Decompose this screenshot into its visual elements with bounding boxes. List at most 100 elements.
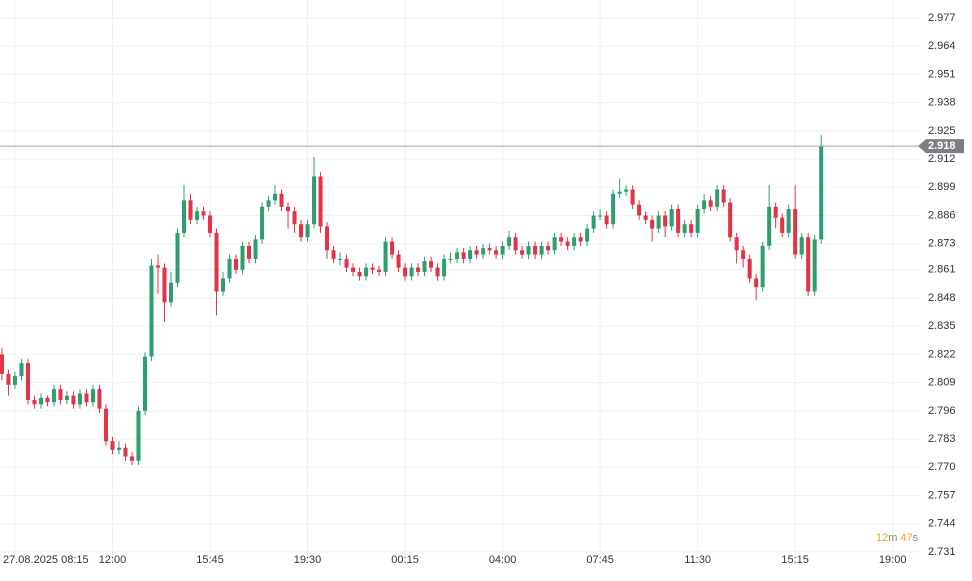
candle-body — [357, 271, 362, 277]
candle-body — [624, 189, 629, 192]
candle-body — [630, 189, 635, 205]
candle-body — [12, 376, 17, 385]
candle-body — [318, 176, 323, 227]
candle-body — [370, 267, 375, 270]
candle-body — [793, 209, 798, 255]
x-tick-label: 12:00 — [99, 554, 127, 566]
candle-body — [168, 282, 174, 303]
candle-body — [38, 397, 43, 405]
y-tick-label: 2.757 — [928, 489, 956, 501]
candle-body — [604, 215, 609, 225]
last-price-label: 2.918 — [928, 140, 956, 152]
candle-body — [383, 241, 388, 272]
candle-body — [286, 206, 291, 212]
y-tick-label: 2.912 — [928, 153, 956, 165]
candle-body — [728, 202, 733, 238]
candle-body — [84, 393, 89, 403]
candle-body — [149, 265, 154, 357]
candle-body — [110, 441, 115, 450]
candle-body — [188, 200, 193, 220]
x-tick-label: 11:30 — [684, 554, 711, 566]
candle-body — [487, 248, 492, 251]
candle-body — [442, 258, 447, 277]
candle-body — [448, 258, 453, 260]
candle-body — [565, 241, 570, 246]
candle-body — [585, 228, 590, 242]
candle-body — [344, 258, 349, 268]
y-tick-label: 2.964 — [928, 40, 956, 52]
x-tick-label: 00:15 — [391, 554, 419, 566]
candle-body — [142, 356, 148, 411]
candle-body — [77, 393, 82, 405]
y-tick-label: 2.861 — [928, 264, 956, 276]
candle-body — [71, 395, 76, 405]
candle-body — [377, 269, 382, 272]
candle-body — [155, 265, 161, 268]
candle-body — [136, 410, 141, 461]
candle-body — [214, 232, 219, 292]
candle-body — [103, 408, 108, 442]
y-tick-label: 2.886 — [928, 209, 956, 221]
candle-body — [578, 237, 583, 242]
countdown-s: s — [913, 532, 919, 544]
candle-body — [773, 206, 778, 218]
candle-body — [32, 400, 37, 405]
candle-body — [201, 211, 206, 216]
candle-body — [51, 389, 56, 403]
candle-body — [689, 224, 694, 233]
candle-body — [299, 224, 304, 238]
candle-body — [273, 193, 278, 201]
candle-body — [734, 237, 739, 251]
candle-body — [533, 245, 538, 255]
y-tick-label: 2.796 — [928, 405, 956, 417]
candle-body — [19, 363, 24, 377]
y-tick-label: 2.731 — [928, 546, 956, 558]
candle-body — [786, 209, 791, 233]
candle-body — [292, 211, 297, 225]
candle-body — [429, 261, 434, 268]
candle-body — [494, 250, 499, 255]
candle-body — [331, 250, 336, 259]
candle-body — [552, 237, 557, 251]
candle-body — [747, 258, 752, 279]
candle-body — [260, 206, 265, 240]
y-tick-label: 2.951 — [928, 68, 956, 80]
y-tick-label: 2.899 — [928, 181, 956, 193]
countdown-m: m — [888, 532, 897, 544]
candle-body — [611, 193, 616, 225]
y-tick-label: 2.925 — [928, 125, 956, 137]
candle-body — [90, 389, 95, 403]
candle-body — [129, 456, 135, 461]
candle-body — [682, 224, 687, 233]
candle-body — [253, 239, 258, 259]
candle-body — [305, 224, 310, 238]
candle-body — [656, 215, 661, 229]
candle-body — [435, 267, 440, 277]
candle-body — [702, 200, 707, 210]
candle-body — [650, 219, 655, 229]
candle-body — [45, 397, 50, 403]
candle-body — [507, 237, 512, 246]
y-tick-label: 2.977 — [928, 12, 956, 24]
candle-body — [207, 215, 213, 233]
candle-body — [396, 254, 401, 268]
candle-body — [455, 252, 460, 259]
candle-body — [637, 204, 642, 216]
countdown-seconds: 47 — [900, 532, 912, 544]
y-tick-label: 2.770 — [928, 461, 956, 473]
candle-body — [338, 258, 343, 260]
candle-body — [669, 209, 674, 227]
candle-body — [312, 176, 317, 225]
candle-body — [403, 267, 408, 277]
candle-body — [351, 267, 356, 272]
x-tick-label: 15:15 — [781, 554, 809, 566]
candle-body — [247, 245, 252, 259]
y-tick-label: 2.822 — [928, 348, 956, 360]
candle-body — [461, 252, 466, 259]
y-tick-label: 2.783 — [928, 433, 956, 445]
x-tick-label: 19:00 — [879, 554, 907, 566]
candle-body — [598, 215, 603, 217]
candle-body — [546, 245, 551, 251]
candle-body — [325, 226, 330, 251]
